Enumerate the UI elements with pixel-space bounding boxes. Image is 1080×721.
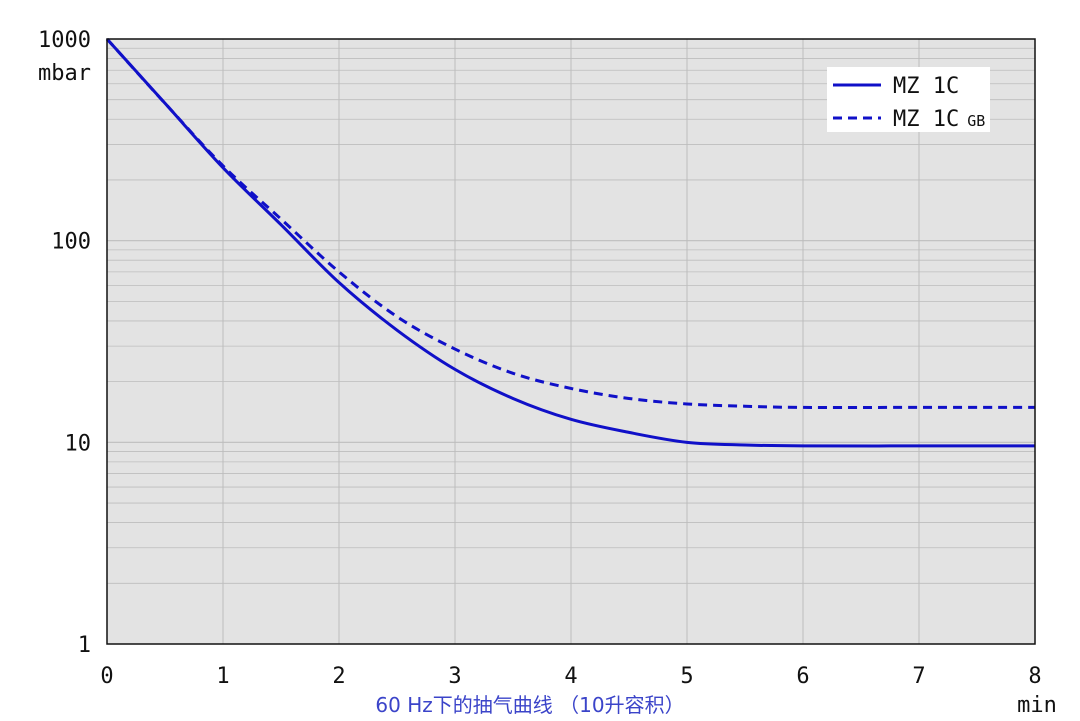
legend-label-mz-1c-gb-main: MZ 1C bbox=[893, 107, 959, 132]
legend-label-mz-1c-gb: MZ 1C GB bbox=[893, 107, 985, 132]
y-tick-label: 100 bbox=[51, 230, 91, 255]
series-line-mz-1c-gb bbox=[105, 37, 1035, 409]
x-tick-label: 2 bbox=[332, 664, 345, 689]
x-tick-label: 1 bbox=[216, 664, 229, 689]
grid-lines bbox=[107, 39, 1035, 644]
x-tick-label: 8 bbox=[1028, 664, 1041, 689]
x-tick-label: 5 bbox=[680, 664, 693, 689]
y-tick-label: 1000 bbox=[38, 28, 91, 53]
legend-label-mz-1c-gb-suffix: GB bbox=[967, 112, 985, 130]
series-line-mz-1c bbox=[105, 37, 1035, 448]
legend: MZ 1C MZ 1C GB bbox=[827, 67, 990, 132]
legend-label-mz-1c: MZ 1C bbox=[893, 74, 959, 99]
y-tick-label: 10 bbox=[65, 431, 92, 456]
x-tick-label: 7 bbox=[912, 664, 925, 689]
x-tick-label: 4 bbox=[564, 664, 577, 689]
x-axis-unit: min bbox=[1017, 693, 1057, 718]
x-tick-label: 3 bbox=[448, 664, 461, 689]
y-tick-label: 1 bbox=[78, 633, 91, 658]
x-tick-label: 6 bbox=[796, 664, 809, 689]
y-axis-unit: mbar bbox=[38, 61, 91, 86]
plot-frame bbox=[106, 38, 1036, 645]
chart-caption: 60 Hz下的抽气曲线 （10升容积） bbox=[375, 693, 684, 717]
series-layer bbox=[105, 37, 1035, 448]
x-tick-label: 0 bbox=[100, 664, 113, 689]
legend-box bbox=[827, 67, 990, 132]
